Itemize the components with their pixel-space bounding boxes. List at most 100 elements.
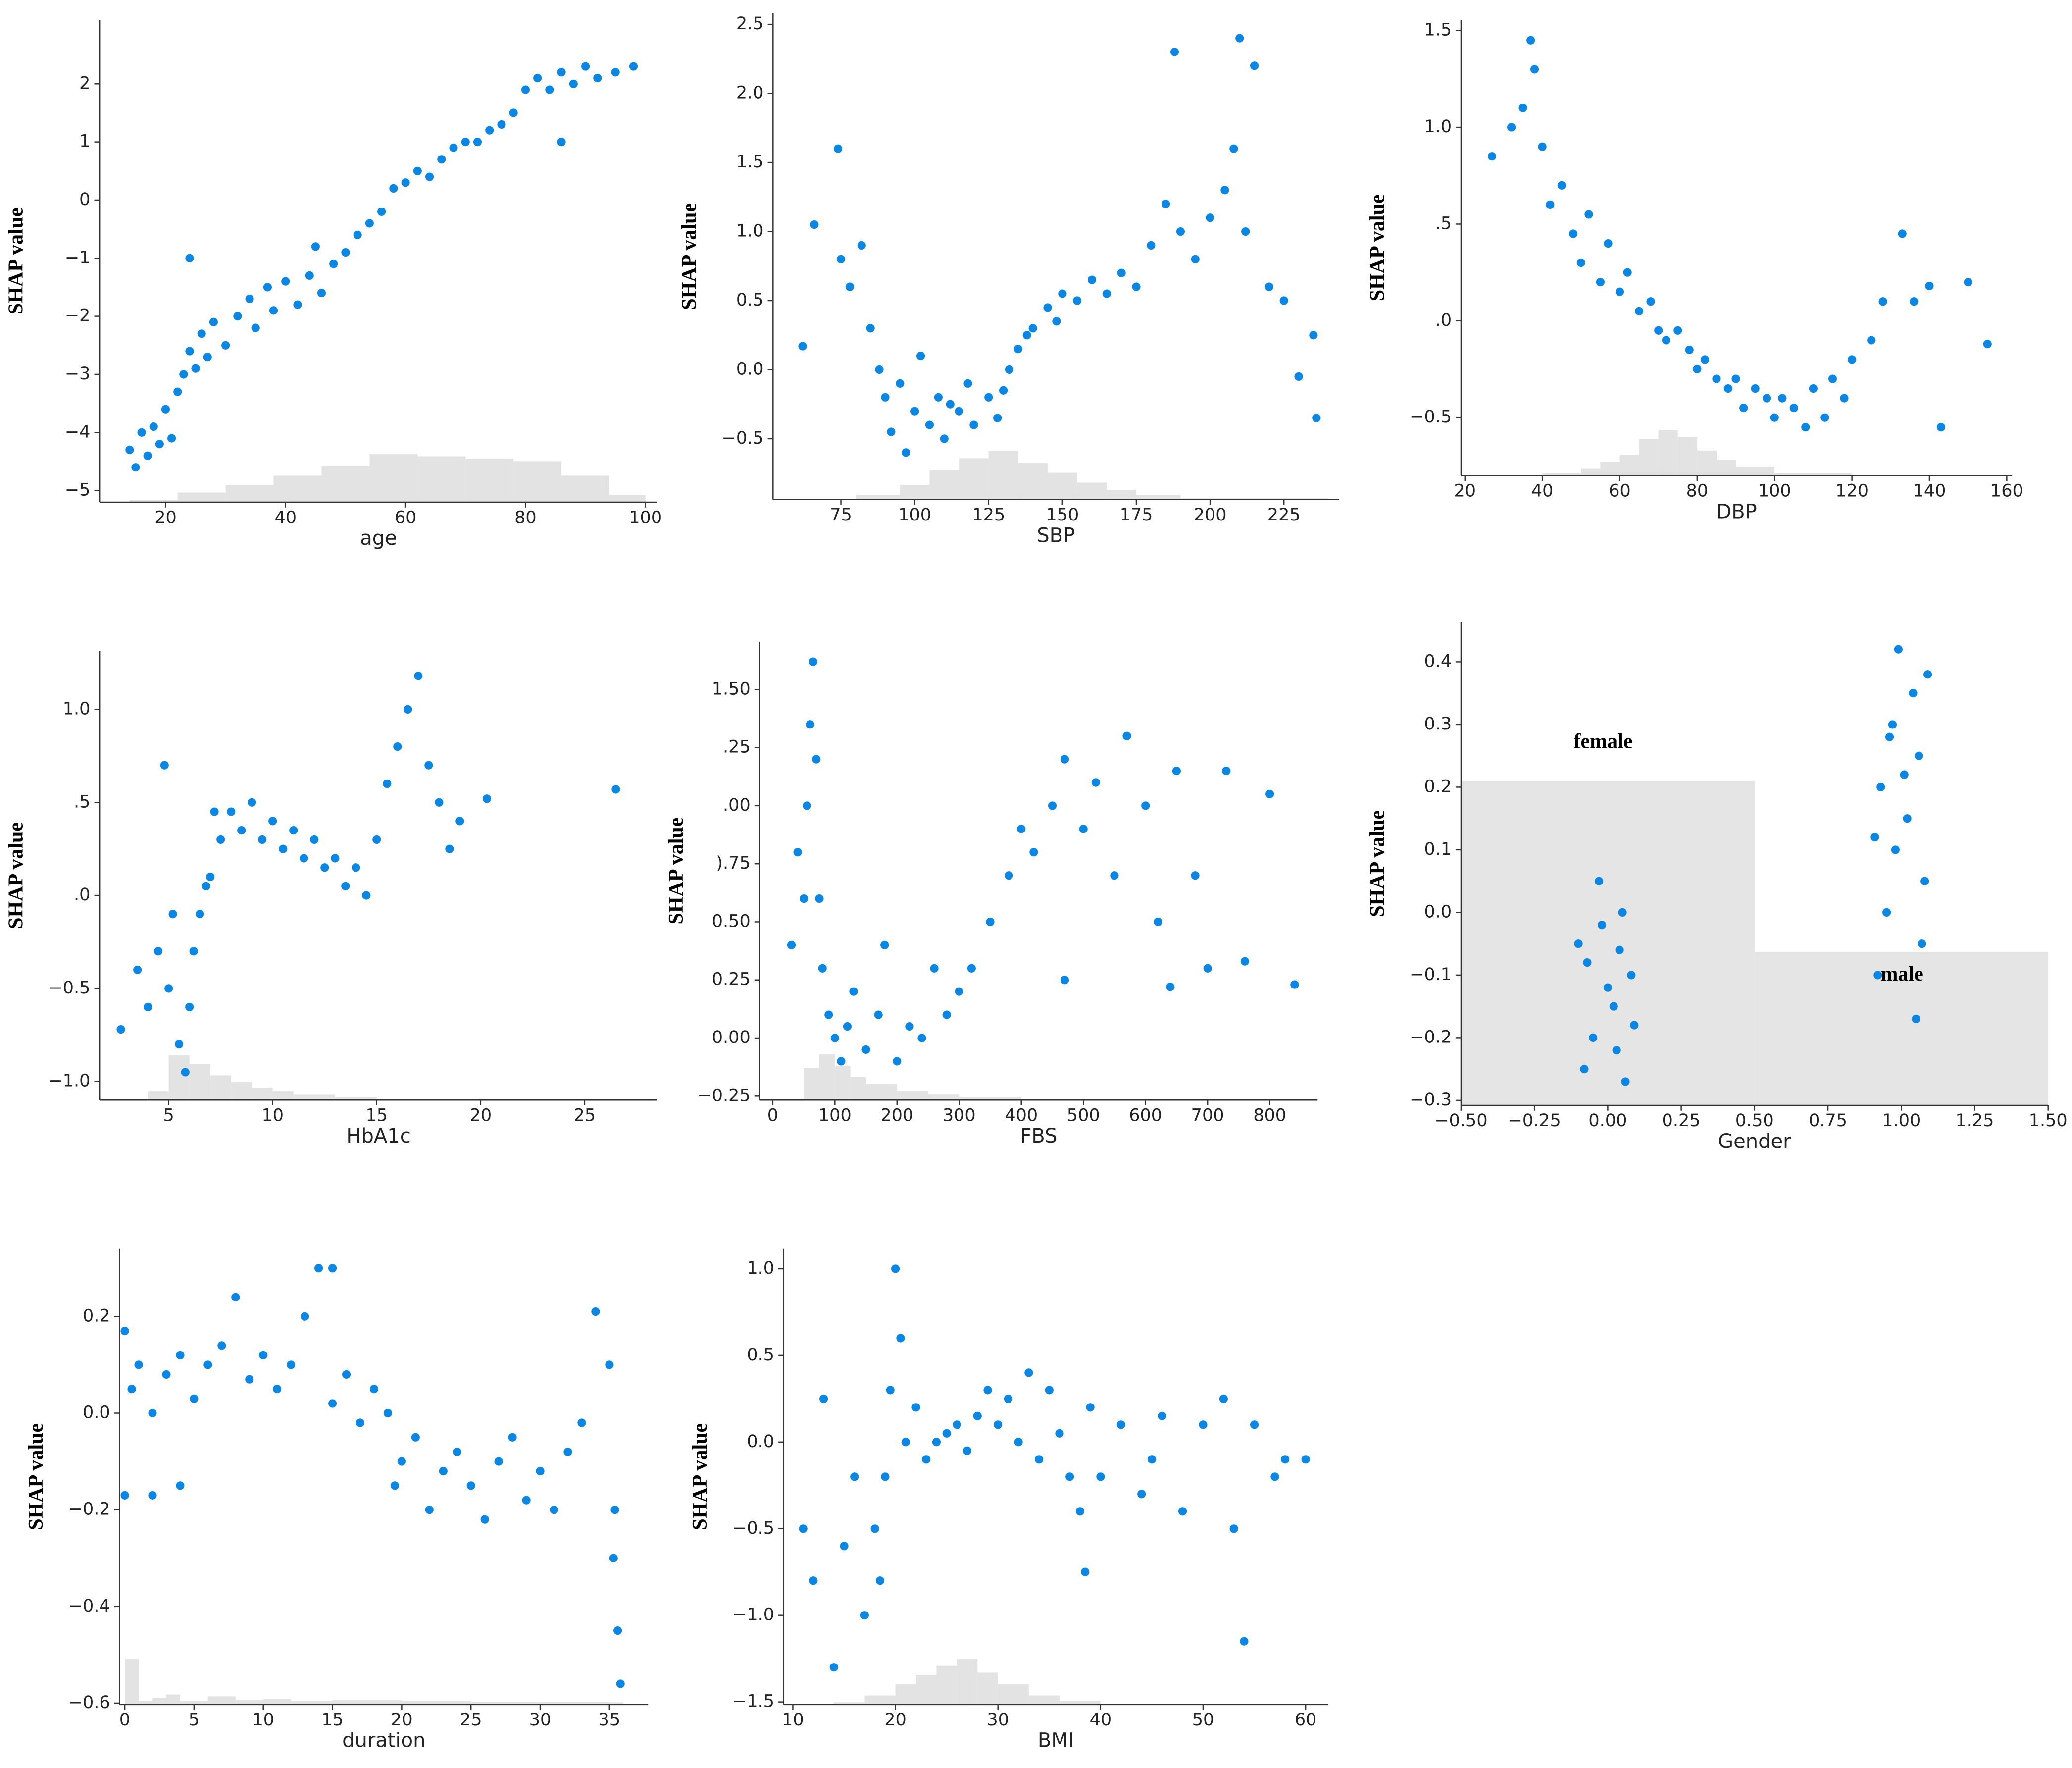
x-tick-label: 100 bbox=[1758, 481, 1791, 501]
point bbox=[521, 85, 530, 94]
point bbox=[185, 1002, 194, 1012]
point bbox=[613, 1626, 622, 1635]
point bbox=[269, 306, 278, 315]
point bbox=[1028, 324, 1037, 333]
point bbox=[1828, 374, 1837, 383]
y-axis-label: SHAP value bbox=[5, 208, 28, 314]
point bbox=[497, 120, 506, 129]
point bbox=[787, 940, 796, 949]
x-tick-label: 35 bbox=[599, 1710, 621, 1730]
point bbox=[1176, 227, 1185, 236]
point bbox=[1013, 345, 1022, 354]
point bbox=[533, 73, 542, 83]
point bbox=[1264, 282, 1273, 291]
y-tick-label: −0.4 bbox=[68, 1596, 110, 1616]
x-tick-label: 400 bbox=[1005, 1105, 1038, 1125]
point bbox=[1029, 848, 1038, 857]
point bbox=[1538, 142, 1547, 151]
point bbox=[1909, 689, 1918, 698]
point bbox=[1609, 1002, 1618, 1011]
point bbox=[1060, 755, 1069, 764]
point bbox=[168, 910, 177, 919]
x-tick-label: 0.50 bbox=[1735, 1111, 1774, 1131]
point bbox=[245, 294, 254, 303]
point bbox=[942, 1429, 951, 1438]
point bbox=[953, 1420, 961, 1429]
y-tick-label: −0.5 bbox=[1410, 407, 1452, 427]
point bbox=[480, 1515, 489, 1524]
point bbox=[1507, 123, 1516, 132]
point bbox=[799, 894, 809, 903]
point bbox=[1162, 200, 1170, 208]
y-tick-label: −5 bbox=[65, 480, 91, 500]
point bbox=[1898, 229, 1907, 238]
point bbox=[1034, 1455, 1044, 1464]
point bbox=[993, 414, 1002, 422]
point bbox=[837, 1057, 846, 1066]
histogram-bar bbox=[835, 1065, 851, 1100]
point bbox=[1873, 971, 1882, 980]
point bbox=[1918, 939, 1926, 948]
point bbox=[1574, 939, 1583, 948]
histogram-bar bbox=[417, 456, 466, 503]
subplot: 10 20 30 40 50 60 −1.5 −1.0 −0.5 0.0 0.5 1.0 BMI SHAP… bbox=[689, 1248, 1328, 1752]
histogram-bar bbox=[335, 1097, 377, 1100]
point bbox=[181, 1068, 190, 1077]
point bbox=[891, 1264, 900, 1273]
y-tick-label: 0.00 bbox=[712, 1028, 751, 1047]
point bbox=[1604, 239, 1613, 248]
subplot: 20 40 60 80 100 −5 −4 −3 −2 −1 0 1 2 age SHAP value bbox=[5, 20, 662, 550]
point bbox=[1584, 210, 1593, 219]
point bbox=[355, 1418, 365, 1427]
point bbox=[1923, 670, 1932, 679]
point bbox=[1964, 278, 1972, 287]
y-tick-label: 0.0 bbox=[1424, 902, 1452, 922]
point bbox=[328, 1399, 337, 1408]
point bbox=[1096, 1472, 1105, 1481]
point bbox=[1045, 1386, 1054, 1395]
point bbox=[127, 1385, 136, 1394]
histogram-bar bbox=[1677, 437, 1697, 476]
point bbox=[116, 1025, 125, 1034]
x-axis-label: duration bbox=[342, 1729, 425, 1752]
histogram-bar bbox=[1107, 490, 1136, 500]
point bbox=[383, 1408, 392, 1418]
point bbox=[1557, 181, 1566, 190]
histogram-bar bbox=[540, 1702, 609, 1705]
point bbox=[1595, 877, 1604, 885]
y-tick-label: −4 bbox=[65, 422, 91, 442]
point bbox=[365, 219, 374, 228]
histogram-bar bbox=[1180, 498, 1328, 500]
point bbox=[840, 1542, 849, 1551]
histogram-bar bbox=[293, 1094, 335, 1100]
point bbox=[955, 987, 963, 996]
histogram-bar bbox=[957, 1659, 978, 1705]
point bbox=[144, 1002, 152, 1012]
x-tick-label: 30 bbox=[987, 1710, 1009, 1730]
point bbox=[1229, 1524, 1238, 1533]
point bbox=[245, 1375, 254, 1384]
point bbox=[881, 1472, 890, 1481]
point bbox=[466, 1481, 475, 1490]
histogram-bar bbox=[834, 1702, 865, 1705]
x-tick-label: 40 bbox=[275, 508, 297, 527]
point bbox=[1004, 1394, 1013, 1403]
y-tick-label: −0.3 bbox=[1410, 1090, 1452, 1110]
point bbox=[1693, 364, 1702, 374]
histogram-bar bbox=[856, 494, 900, 500]
x-tick-label: 80 bbox=[514, 508, 537, 527]
point bbox=[905, 1022, 914, 1031]
histogram-bar bbox=[1639, 439, 1659, 476]
x-axis-label: DBP bbox=[1716, 500, 1757, 523]
point bbox=[896, 379, 905, 388]
y-tick-label: .0 bbox=[74, 885, 90, 905]
y-tick-label: −3 bbox=[65, 364, 91, 384]
point bbox=[154, 947, 163, 956]
point bbox=[1235, 34, 1244, 43]
point bbox=[437, 155, 446, 164]
x-tick-label: 5 bbox=[163, 1105, 174, 1125]
point bbox=[352, 863, 360, 872]
point bbox=[137, 428, 146, 437]
y-tick-label: −0.6 bbox=[68, 1693, 110, 1713]
point bbox=[1903, 814, 1912, 823]
